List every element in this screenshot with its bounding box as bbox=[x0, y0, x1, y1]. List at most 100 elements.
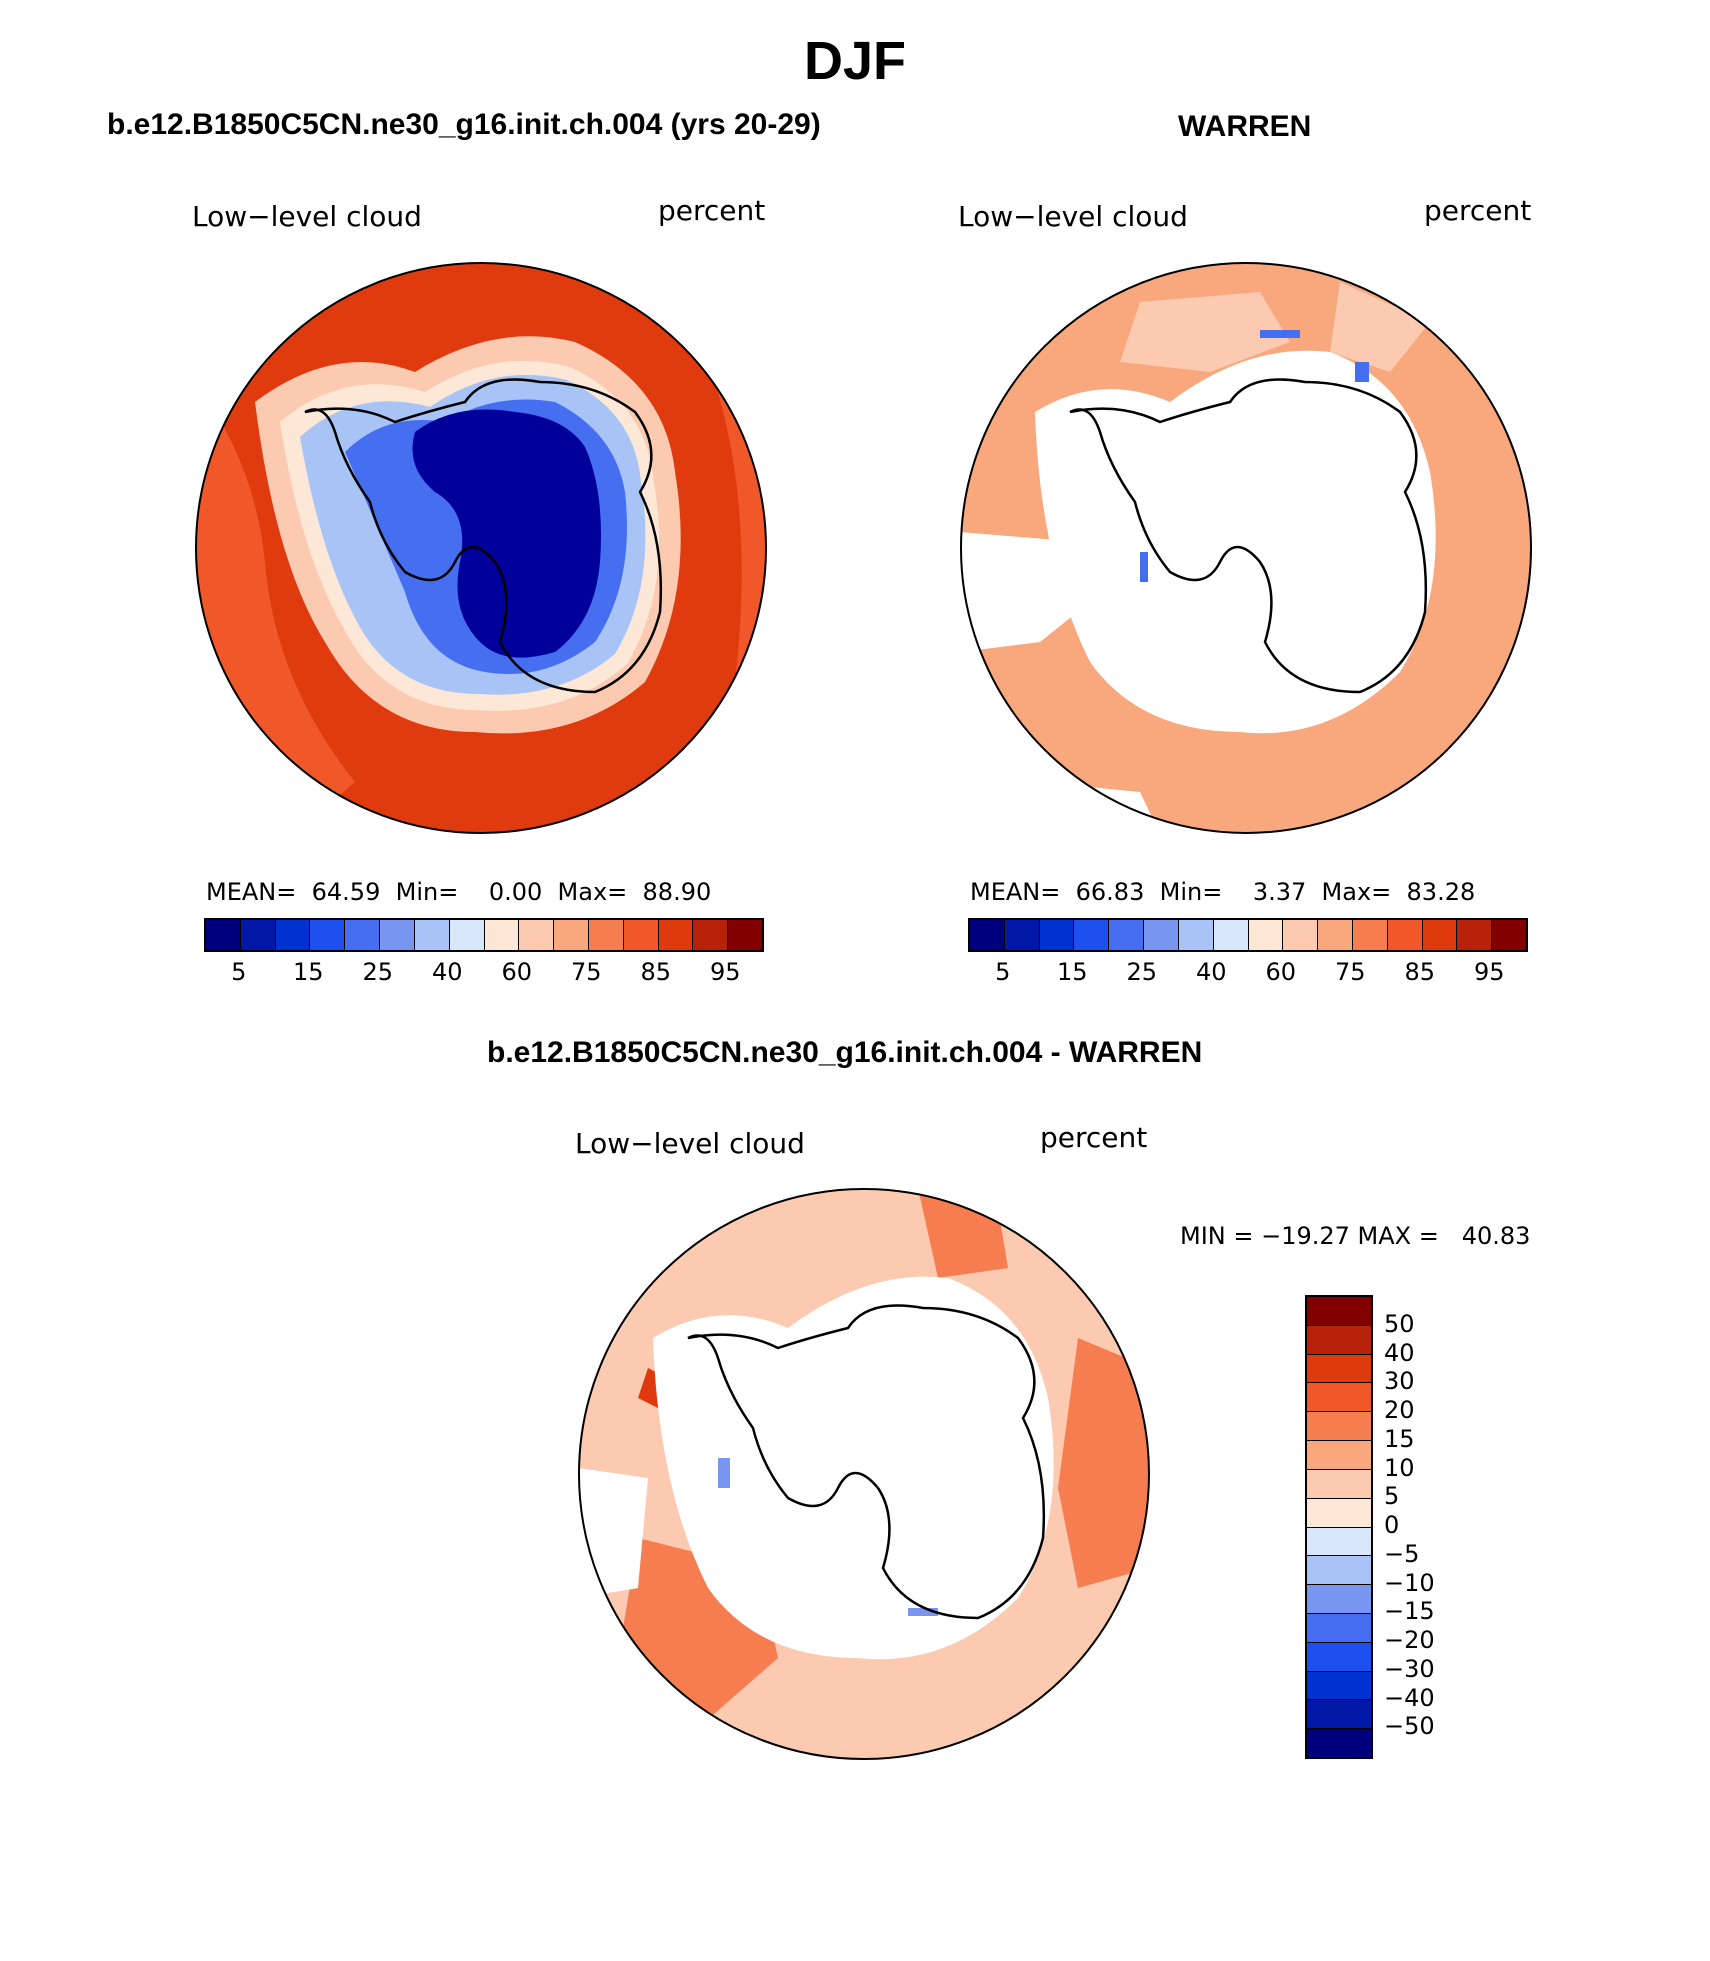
panel-obs-map bbox=[960, 262, 1532, 834]
model-antarctic-coastline bbox=[304, 378, 663, 694]
obs-patch-ne bbox=[1330, 282, 1430, 372]
model-colorbar-tick-label: 85 bbox=[640, 958, 672, 986]
model-colorbar-swatch bbox=[554, 920, 589, 950]
obs-colorbar-tick-label: 5 bbox=[995, 958, 1011, 986]
panel-diff-minmax: MIN = −19.27 MAX = 40.83 bbox=[1180, 1222, 1531, 1250]
panel-diff-colorbar bbox=[1305, 1295, 1373, 1759]
panel-model-stats: MEAN= 64.59 Min= 0.00 Max= 88.90 bbox=[206, 878, 712, 906]
diff-antarctic-coastline bbox=[687, 1304, 1046, 1620]
diff-missing-west bbox=[579, 1468, 648, 1598]
diff-colorbar-tick-label: −20 bbox=[1384, 1626, 1435, 1654]
diff-colorbar-swatch bbox=[1307, 1700, 1371, 1730]
obs-missing-coastal bbox=[1035, 350, 1436, 734]
obs-patch-north bbox=[1120, 292, 1290, 372]
diff-neg-patch-1 bbox=[718, 1458, 730, 1488]
model-colorbar-swatch bbox=[275, 920, 311, 950]
diff-colorbar-tick-label: −5 bbox=[1384, 1539, 1420, 1568]
diff-colorbar-swatch bbox=[1307, 1642, 1371, 1672]
diff-colorbar-tick-label: −15 bbox=[1384, 1597, 1435, 1626]
model-colorbar-swatch bbox=[693, 920, 729, 950]
panel-obs-variable-label: Low−level cloud bbox=[958, 200, 1188, 233]
obs-colorbar-tick-label: 95 bbox=[1473, 958, 1505, 986]
obs-colorbar-swatch bbox=[1074, 920, 1110, 950]
model-colorbar-swatch bbox=[588, 920, 624, 950]
panel-obs-heading: WARREN bbox=[1178, 110, 1312, 143]
diff-missing-coastal bbox=[653, 1276, 1054, 1660]
diff-colorbar-tick-label: 20 bbox=[1384, 1396, 1415, 1424]
model-colorbar-tick-label: 95 bbox=[709, 958, 741, 986]
diff-colorbar-swatch bbox=[1307, 1297, 1371, 1326]
model-colorbar-swatch bbox=[310, 920, 346, 950]
obs-low-patch-2 bbox=[1355, 362, 1369, 382]
diff-colorbar-tick-label: 10 bbox=[1384, 1453, 1415, 1482]
obs-colorbar-swatch bbox=[1352, 920, 1388, 950]
panel-diff-heading: b.e12.B1850C5CN.ne30_g16.init.ch.004 - W… bbox=[487, 1036, 1203, 1069]
obs-colorbar-tick-label: 25 bbox=[1126, 958, 1158, 986]
diff-colorbar-swatch bbox=[1307, 1469, 1371, 1499]
obs-colorbar-swatch bbox=[1283, 920, 1319, 950]
diff-colorbar-swatch bbox=[1307, 1498, 1371, 1528]
panel-model-colorbar bbox=[204, 918, 764, 952]
diff-colorbar-swatch bbox=[1307, 1383, 1371, 1413]
model-colorbar-swatch bbox=[449, 920, 485, 950]
obs-colorbar-swatch bbox=[1213, 920, 1249, 950]
diff-colorbar-swatch bbox=[1307, 1585, 1371, 1614]
obs-colorbar-swatch bbox=[1178, 920, 1214, 950]
panel-obs-colorbar bbox=[968, 918, 1528, 952]
obs-colorbar-swatch bbox=[1422, 920, 1458, 950]
diff-colorbar-tick-label: −10 bbox=[1384, 1568, 1435, 1597]
model-sea-ice-core bbox=[412, 409, 601, 658]
obs-colorbar-tick-label: 40 bbox=[1195, 958, 1227, 986]
diff-colorbar-swatch bbox=[1307, 1671, 1371, 1701]
panel-diff-variable-label: Low−level cloud bbox=[575, 1127, 805, 1160]
model-colorbar-swatch bbox=[380, 920, 415, 950]
model-colorbar-tick-label: 15 bbox=[292, 958, 324, 986]
obs-colorbar-swatch bbox=[1492, 920, 1526, 950]
diff-colorbar-swatch bbox=[1307, 1441, 1371, 1470]
diff-colorbar-swatch bbox=[1307, 1729, 1371, 1757]
panel-model-colorbar-ticks: 5 15 25 40 60 75 85 95 bbox=[204, 958, 760, 988]
model-colorbar-swatch bbox=[414, 920, 450, 950]
obs-low-patch-1 bbox=[1260, 330, 1300, 338]
diff-colorbar-swatch bbox=[1307, 1527, 1371, 1557]
diff-colorbar-tick-label: 30 bbox=[1384, 1367, 1415, 1396]
model-colorbar-swatch bbox=[519, 920, 555, 950]
diff-colorbar-tick-label: −50 bbox=[1384, 1712, 1435, 1741]
diff-colorbar-swatch bbox=[1307, 1325, 1371, 1355]
model-colorbar-tick-label: 75 bbox=[570, 958, 602, 986]
diff-colorbar-tick-label: −30 bbox=[1384, 1654, 1435, 1683]
model-map-border bbox=[195, 262, 767, 834]
diff-colorbar-tick-label: 0 bbox=[1384, 1511, 1400, 1539]
obs-colorbar-swatch bbox=[1004, 920, 1040, 950]
diff-colorbar-swatch bbox=[1307, 1556, 1371, 1586]
panel-diff-colorbar-ticks: 50 40 30 20 15 10 5 0 −5 −10 −15 −20 −30 −40 −50 bbox=[1384, 1295, 1484, 1755]
model-colorbar-tick-label: 40 bbox=[431, 958, 463, 986]
obs-map-border bbox=[960, 262, 1532, 834]
diff-colorbar-swatch bbox=[1307, 1613, 1371, 1643]
model-colorbar-swatch bbox=[623, 920, 659, 950]
obs-low-patch-3 bbox=[1140, 552, 1148, 582]
figure-title: DJF bbox=[803, 31, 906, 91]
model-colorbar-tick-label: 60 bbox=[501, 958, 533, 986]
obs-colorbar-swatch bbox=[1039, 920, 1075, 950]
diff-colorbar-swatch bbox=[1307, 1354, 1371, 1384]
obs-antarctic-coastline bbox=[1069, 378, 1428, 694]
diff-neg-patch-2 bbox=[908, 1608, 938, 1616]
panel-model-heading: b.e12.B1850C5CN.ne30_g16.init.ch.004 (yr… bbox=[107, 108, 821, 141]
panel-obs-units-label: percent bbox=[1424, 194, 1532, 227]
obs-colorbar-swatch bbox=[1109, 920, 1145, 950]
panel-diff-map bbox=[578, 1188, 1150, 1760]
model-colorbar-swatch bbox=[206, 920, 241, 950]
obs-colorbar-tick-label: 15 bbox=[1056, 958, 1088, 986]
diff-colorbar-tick-label: 50 bbox=[1384, 1309, 1415, 1338]
model-colorbar-swatch bbox=[728, 920, 762, 950]
diff-patch-east bbox=[1058, 1338, 1149, 1588]
obs-colorbar-swatch bbox=[970, 920, 1005, 950]
diff-colorbar-tick-label: 15 bbox=[1384, 1424, 1415, 1453]
model-colorbar-swatch bbox=[345, 920, 381, 950]
obs-colorbar-swatch bbox=[1387, 920, 1423, 950]
model-colorbar-swatch bbox=[240, 920, 276, 950]
model-colorbar-tick-label: 5 bbox=[231, 958, 247, 986]
obs-colorbar-tick-label: 85 bbox=[1404, 958, 1436, 986]
diff-colorbar-swatch bbox=[1307, 1412, 1371, 1442]
